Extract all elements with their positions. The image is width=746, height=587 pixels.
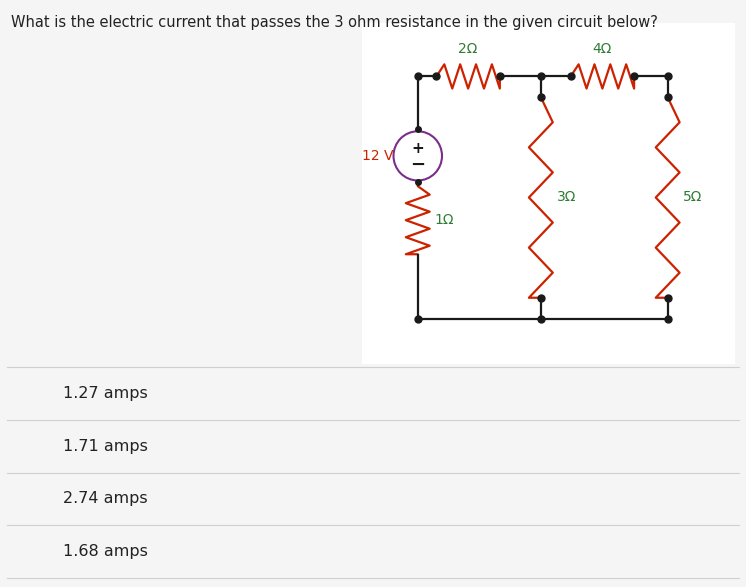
Text: A: A <box>24 386 36 401</box>
Text: C: C <box>25 491 35 507</box>
Text: B: B <box>24 438 36 454</box>
Text: 3Ω: 3Ω <box>557 191 576 204</box>
Text: +: + <box>411 141 424 156</box>
Text: 1Ω: 1Ω <box>434 213 454 227</box>
Text: D: D <box>24 544 36 559</box>
Text: 12 V: 12 V <box>362 149 394 163</box>
Text: 1.71 amps: 1.71 amps <box>63 438 148 454</box>
Text: 2.74 amps: 2.74 amps <box>63 491 148 507</box>
Text: 1.27 amps: 1.27 amps <box>63 386 148 401</box>
Text: 1.68 amps: 1.68 amps <box>63 544 148 559</box>
Text: 4Ω: 4Ω <box>593 42 612 56</box>
Text: What is the electric current that passes the 3 ohm resistance in the given circu: What is the electric current that passes… <box>11 15 658 30</box>
Text: −: − <box>410 156 425 174</box>
Text: 2Ω: 2Ω <box>459 42 477 56</box>
Text: 5Ω: 5Ω <box>683 191 703 204</box>
